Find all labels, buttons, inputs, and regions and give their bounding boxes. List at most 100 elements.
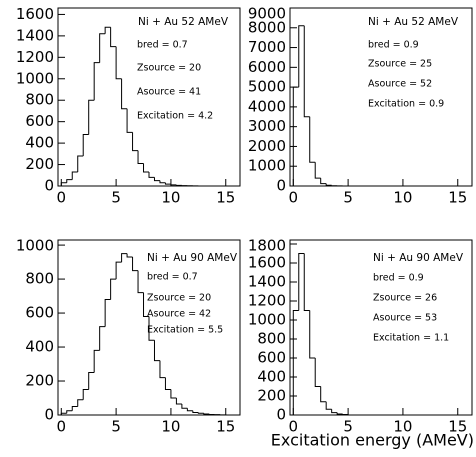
histogram-bin <box>208 413 215 415</box>
histogram-bin <box>170 184 177 186</box>
y-tick-label: 1400 <box>248 272 286 290</box>
y-tick-label: 400 <box>25 338 54 356</box>
x-tick-label: 15 <box>448 189 467 207</box>
histogram-bin <box>309 116 316 163</box>
histogram-bin <box>292 86 299 186</box>
histogram-bin <box>303 25 310 118</box>
histogram-bin <box>181 403 188 409</box>
y-tick-label: 400 <box>257 367 286 385</box>
y-tick-label: 7000 <box>248 38 286 56</box>
y-tick-label: 1000 <box>248 310 286 328</box>
histogram-bin <box>320 178 327 185</box>
histogram-bin <box>203 413 210 415</box>
y-tick-label: 200 <box>25 372 54 390</box>
histogram-bin <box>164 182 171 185</box>
histogram-bin <box>303 253 310 311</box>
x-tick-label: 10 <box>393 189 412 207</box>
annotation: Zsource = 26 <box>373 293 437 304</box>
annotation: Asource = 42 <box>147 309 211 320</box>
histogram-bin <box>132 132 139 152</box>
histogram-bin <box>121 78 128 110</box>
histogram-bin <box>159 360 166 379</box>
histogram-bin <box>104 298 111 327</box>
plot-frame <box>289 239 473 416</box>
histogram-bin <box>298 25 305 88</box>
histogram-bin <box>153 177 160 182</box>
y-tick-label: 4000 <box>248 97 286 115</box>
histogram-bin <box>175 398 182 405</box>
histogram-bin <box>110 27 117 48</box>
histogram-bin <box>292 309 299 415</box>
histogram-bin <box>115 46 122 80</box>
x-tick-label: 0 <box>289 189 299 207</box>
y-tick-label: 200 <box>257 386 286 404</box>
x-tick-label: 10 <box>393 418 412 436</box>
y-tick-label: 1800 <box>248 237 286 255</box>
y-tick-label: 600 <box>25 112 54 130</box>
annotation: bred = 0.7 <box>137 40 188 51</box>
x-tick-label: 5 <box>111 189 121 207</box>
histogram-bin <box>309 310 316 359</box>
y-tick-label: 800 <box>25 91 54 109</box>
y-tick-label: 1200 <box>16 48 54 66</box>
histogram-bin <box>148 172 155 178</box>
x-tick-label: 10 <box>161 418 180 436</box>
histogram-bin <box>88 99 95 135</box>
x-tick-label: 10 <box>161 189 180 207</box>
histogram-bin <box>71 171 78 180</box>
histogram-bin <box>126 108 133 133</box>
histogram-bin <box>66 410 73 414</box>
y-tick-label: 600 <box>25 304 54 322</box>
y-tick-label: 0 <box>276 177 286 195</box>
y-tick-label: 8000 <box>248 18 286 36</box>
annotation: bred = 0.7 <box>147 272 198 283</box>
x-tick-label: 0 <box>57 418 67 436</box>
histogram-bin <box>99 326 106 351</box>
plot-frame <box>57 239 241 416</box>
y-tick-label: 1200 <box>248 291 286 309</box>
y-tick-label: 1000 <box>16 237 54 255</box>
panel-title: Ni + Au 52 AMeV <box>368 16 459 28</box>
histogram-bin <box>298 252 305 311</box>
x-tick-label: 15 <box>216 189 235 207</box>
y-tick-label: 0 <box>276 406 286 424</box>
histogram-bin <box>137 150 144 164</box>
histogram-bin <box>88 372 95 390</box>
annotation: Zsource = 25 <box>368 59 432 70</box>
histogram-bin <box>82 134 89 156</box>
panel-title: Ni + Au 52 AMeV <box>138 16 229 28</box>
y-tick-label: 1400 <box>16 26 54 44</box>
histogram-bin <box>121 253 128 263</box>
histogram-bin <box>314 162 321 179</box>
histogram-bin <box>331 409 338 414</box>
y-tick-label: 2000 <box>248 137 286 155</box>
histogram-bin <box>148 316 155 341</box>
y-tick-label: 800 <box>25 270 54 288</box>
y-tick-label: 0 <box>44 406 54 424</box>
histogram-bin <box>137 270 144 294</box>
x-axis-label: Excitation energy (AMeV) <box>271 431 474 450</box>
annotation: Zsource = 20 <box>137 63 201 74</box>
x-tick-label: 15 <box>216 418 235 436</box>
histogram-bin <box>325 401 332 410</box>
y-tick-label: 1000 <box>16 69 54 87</box>
histogram-bin <box>314 357 321 387</box>
x-tick-label: 0 <box>289 418 299 436</box>
x-tick-label: 5 <box>343 189 353 207</box>
histogram-bin <box>93 62 100 101</box>
histogram-bin <box>77 399 84 407</box>
y-tick-label: 200 <box>25 155 54 173</box>
histogram-bin <box>186 408 193 412</box>
annotation: Excitation = 4.2 <box>137 111 213 122</box>
histogram-bin <box>170 389 177 399</box>
histogram-bin <box>197 412 204 414</box>
y-tick-label: 400 <box>25 134 54 152</box>
annotation: bred = 0.9 <box>373 273 424 284</box>
histogram-bin <box>143 163 149 173</box>
histogram-bin <box>153 340 160 362</box>
histogram-bin <box>320 386 327 403</box>
panel-title: Ni + Au 90 AMeV <box>147 252 238 264</box>
histogram-bin <box>132 256 139 272</box>
plot-frame <box>289 7 473 187</box>
y-tick-label: 5000 <box>248 78 286 96</box>
